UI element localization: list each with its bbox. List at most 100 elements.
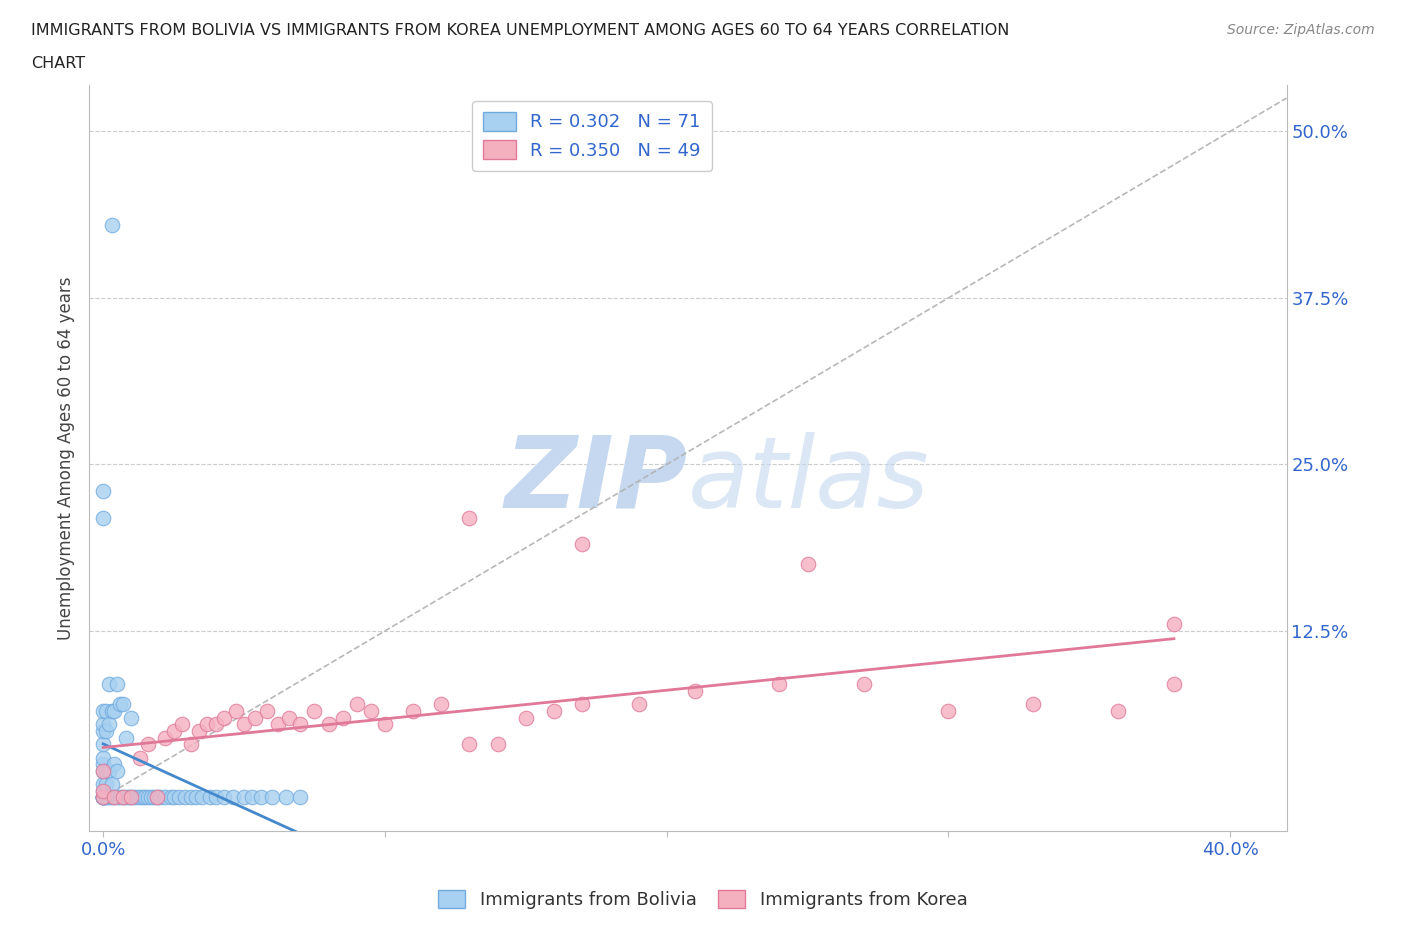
Point [91, 717, 114, 732]
Point [245, 711, 267, 725]
Point [145, 790, 167, 805]
Point [683, 684, 706, 698]
Point [91, 484, 114, 498]
Point [91, 790, 114, 805]
Point [346, 697, 368, 711]
Point [103, 757, 125, 772]
Point [91, 757, 114, 772]
Point [222, 790, 245, 805]
Point [200, 790, 222, 805]
Legend: R = 0.302   N = 71, R = 0.350   N = 49: R = 0.302 N = 71, R = 0.350 N = 49 [472, 101, 711, 170]
Point [262, 790, 284, 805]
Point [486, 737, 509, 751]
Point [430, 697, 453, 711]
Point [142, 790, 165, 805]
Point [148, 790, 170, 805]
Point [332, 711, 354, 725]
Point [111, 790, 134, 805]
Point [374, 717, 396, 732]
Point [97, 717, 120, 732]
Point [131, 790, 153, 805]
Point [120, 790, 142, 805]
Point [627, 697, 650, 711]
Point [108, 790, 131, 805]
Point [114, 730, 136, 745]
Point [91, 783, 114, 798]
Point [117, 790, 139, 805]
Point [162, 724, 184, 738]
Point [162, 790, 184, 805]
Point [205, 717, 228, 732]
Point [139, 790, 162, 805]
Point [458, 737, 481, 751]
Point [1107, 703, 1129, 718]
Point [197, 717, 219, 732]
Point [91, 751, 114, 765]
Point [278, 711, 301, 725]
Point [214, 790, 236, 805]
Point [242, 790, 264, 805]
Point [91, 724, 114, 738]
Point [114, 790, 136, 805]
Point [145, 790, 167, 805]
Point [100, 777, 122, 791]
Point [100, 790, 122, 805]
Point [97, 677, 120, 692]
Point [128, 751, 150, 765]
Point [250, 790, 273, 805]
Y-axis label: Unemployment Among Ages 60 to 64 years: Unemployment Among Ages 60 to 64 years [58, 276, 75, 640]
Point [225, 703, 247, 718]
Point [91, 737, 114, 751]
Point [91, 764, 114, 778]
Point [458, 511, 481, 525]
Point [91, 783, 114, 798]
Point [170, 717, 193, 732]
Point [134, 790, 156, 805]
Point [125, 790, 148, 805]
Point [402, 703, 425, 718]
Point [571, 697, 593, 711]
Point [191, 790, 214, 805]
Point [91, 790, 114, 805]
Point [91, 777, 114, 791]
Point [267, 717, 290, 732]
Point [186, 790, 208, 805]
Point [159, 790, 181, 805]
Point [105, 790, 128, 805]
Point [543, 703, 565, 718]
Point [290, 717, 312, 732]
Point [188, 724, 211, 738]
Point [91, 790, 114, 805]
Point [105, 764, 128, 778]
Point [852, 677, 875, 692]
Point [122, 790, 145, 805]
Point [94, 764, 117, 778]
Point [1163, 617, 1185, 631]
Point [94, 703, 117, 718]
Point [94, 777, 117, 791]
Point [94, 790, 117, 805]
Text: Source: ZipAtlas.com: Source: ZipAtlas.com [1227, 23, 1375, 37]
Point [173, 790, 195, 805]
Point [103, 790, 125, 805]
Text: ZIP: ZIP [505, 432, 688, 528]
Point [938, 703, 960, 718]
Point [108, 697, 131, 711]
Point [111, 697, 134, 711]
Point [97, 790, 120, 805]
Point [120, 711, 142, 725]
Point [136, 737, 159, 751]
Point [136, 790, 159, 805]
Point [318, 717, 340, 732]
Text: atlas: atlas [688, 432, 929, 528]
Point [304, 703, 326, 718]
Point [128, 790, 150, 805]
Point [120, 790, 142, 805]
Point [91, 790, 114, 805]
Point [276, 790, 298, 805]
Point [571, 537, 593, 551]
Point [105, 677, 128, 692]
Point [167, 790, 190, 805]
Point [100, 218, 122, 232]
Point [91, 703, 114, 718]
